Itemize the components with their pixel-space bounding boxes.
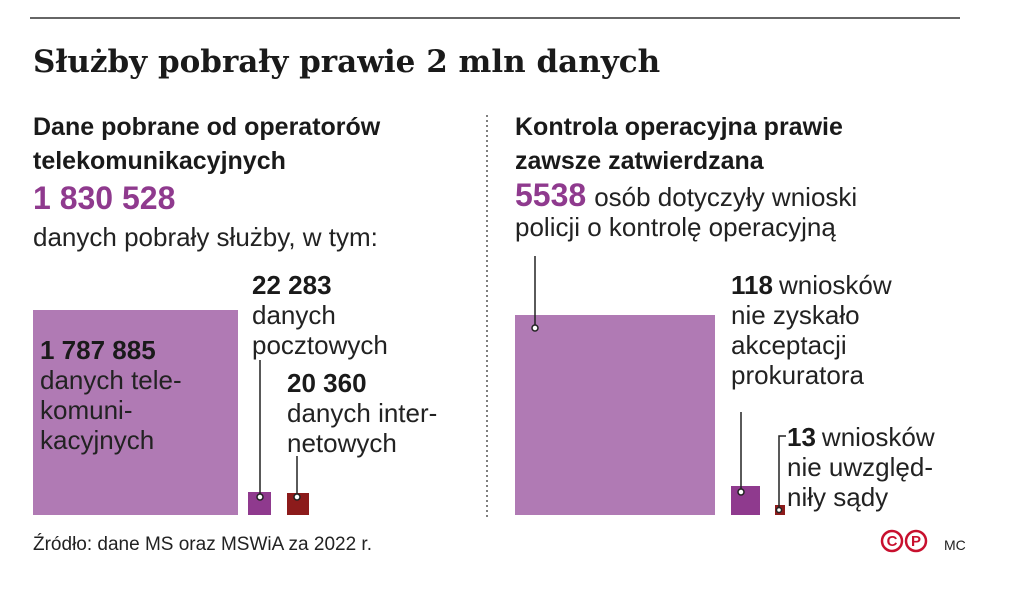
title: Służby pobrały prawie 2 mln danych [33,44,661,80]
logo-letter: C [887,533,898,550]
total-text: danych pobrały służby, w tym: [33,222,378,252]
square [515,315,715,515]
category-label: danych tele- komuni- kacyjnych [40,365,182,455]
square [287,493,309,515]
total-text: osób dotyczyły wnioski policji o kontrol… [515,182,858,242]
category-label: danych inter- netowych [287,398,438,458]
value-label: 13 [787,422,816,452]
label: 13 wniosków nie uwzględ- niły sądy [787,422,935,512]
value-label: 22 283 [252,270,332,300]
category-label: danych pocztowych [252,300,388,360]
logo-letter: P [911,533,921,550]
square [731,485,761,515]
subtitle: Kontrola operacyjna prawie zawsze zatwie… [515,113,843,175]
source: Źródło: dane MS oraz MSWiA za 2022 r. [33,534,372,555]
category-label: wniosków nie uwzględ- niły sądy [787,422,935,512]
label: 118 wniosków nie zyskało akceptacji proku… [731,270,892,390]
label: 1 787 885 danych tele- komuni- kacyjnych [40,335,182,455]
value-label: 20 360 [287,368,367,398]
credit: MC [944,537,966,553]
label: 22 283 danych pocztowych [252,270,388,360]
subtitle: Dane pobrane od operatorów telekomunikac… [33,113,381,175]
total: 5538 osób dotyczyły wnioski policji o kon… [515,177,935,242]
total-value: 1 830 528 [33,180,176,216]
total-value: 5538 [515,177,587,213]
square [33,310,238,515]
square [248,492,271,515]
value-label: 1 787 885 [40,335,156,365]
label: 20 360 danych inter- netowych [287,368,437,458]
value-label: 118 [731,270,773,300]
category-label: wniosków nie zyskało akceptacji prokurat… [731,270,892,390]
